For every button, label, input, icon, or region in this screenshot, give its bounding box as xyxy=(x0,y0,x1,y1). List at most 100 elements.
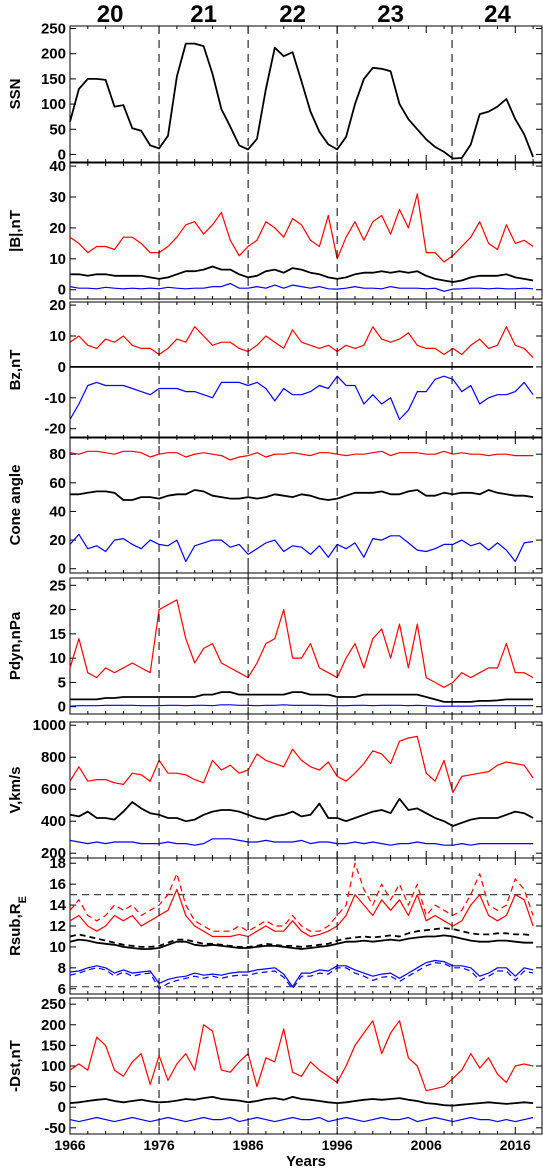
y-tick-label: -20 xyxy=(44,421,66,438)
panel-5: 0 5 10 15 20 25 Pdyn,nPa xyxy=(7,577,543,716)
y-axis-label-text: Cone angle xyxy=(7,465,24,546)
panel-frame xyxy=(69,25,543,163)
y-tick-label: 0 xyxy=(58,1099,66,1116)
series-line-min-solid xyxy=(69,959,534,988)
y-axis-label: SSN xyxy=(7,79,24,110)
y-axis-label: Rsub,RE xyxy=(7,896,29,956)
panel-3: -20 -10 0 10 20 Bz,nT xyxy=(7,297,543,439)
y-tick-label: 12 xyxy=(49,918,66,935)
y-tick-label: 0 xyxy=(58,282,66,299)
series-line-mean xyxy=(69,42,534,160)
series-line-min-dashed xyxy=(69,961,534,990)
y-tick-label: 600 xyxy=(41,781,66,798)
series-line-mean xyxy=(70,489,534,501)
y-tick-label: 50 xyxy=(49,121,66,138)
y-tick-label: 200 xyxy=(41,845,66,862)
y-tick-label: 40 xyxy=(49,158,66,175)
cycle-label: 22 xyxy=(279,1,306,28)
panel-frame xyxy=(69,162,543,300)
panel-frame xyxy=(69,721,543,859)
y-tick-label: 80 xyxy=(49,446,66,463)
panel-8: -50 0 50 100 150 200 250 -Dst,nT xyxy=(7,996,543,1137)
y-tick-label: -50 xyxy=(44,1120,66,1137)
series-line-max-solid xyxy=(69,888,534,938)
y-axis-label-subscript: E xyxy=(17,896,29,903)
x-tick-label: 1966 xyxy=(54,1137,85,1153)
y-tick-label: 10 xyxy=(49,650,66,667)
y-tick-label: 10 xyxy=(49,251,66,268)
series-line-max xyxy=(69,450,534,461)
y-tick-label: 20 xyxy=(49,297,66,314)
series-line-min xyxy=(69,838,534,846)
panel-frame xyxy=(69,436,543,574)
y-tick-label: 200 xyxy=(41,1017,66,1034)
y-tick-label: 250 xyxy=(41,996,66,1013)
y-tick-label: 200 xyxy=(41,46,66,63)
y-tick-label: 14 xyxy=(49,897,66,914)
x-axis: 1966 1976 1986 1996 2006 2016 xyxy=(54,1137,531,1153)
panel-2: 0 10 20 30 40 |B|,nT xyxy=(7,158,543,300)
y-axis-label: -Dst,nT xyxy=(7,1040,24,1092)
y-tick-label: 18 xyxy=(49,855,66,872)
panel-6: 200 400 600 800 1000 V,km/s xyxy=(7,717,543,862)
chart-panels: 050100150200250SSN010203040|B|,nT-20-100… xyxy=(7,21,543,1137)
y-tick-label: 400 xyxy=(41,813,66,830)
y-tick-label: 0 xyxy=(58,146,66,163)
y-tick-label: 250 xyxy=(41,21,66,38)
series-line-min xyxy=(69,282,534,292)
series-line-min xyxy=(69,375,534,421)
cycle-labels: 20 21 22 23 24 xyxy=(97,1,512,28)
panel-1: 0 50 100 150 200 250 SSN xyxy=(7,21,543,163)
series-line-min xyxy=(69,1116,534,1123)
y-tick-label: 60 xyxy=(49,475,66,492)
y-tick-label: 10 xyxy=(49,939,66,956)
y-tick-label: 1000 xyxy=(33,717,66,734)
y-tick-label: 100 xyxy=(41,96,66,113)
y-tick-label: 0 xyxy=(58,359,66,376)
panel-frame xyxy=(69,577,543,715)
cycle-label: 23 xyxy=(377,1,404,28)
y-tick-label: 8 xyxy=(58,960,66,977)
panel-frame xyxy=(69,997,543,1135)
y-tick-label: 20 xyxy=(49,532,66,549)
x-tick-label: 1996 xyxy=(322,1137,353,1153)
x-tick-label: 2016 xyxy=(500,1137,531,1153)
series-line-max xyxy=(69,599,534,688)
series-line-mean-solid xyxy=(69,934,534,950)
series-line-mean-dashed xyxy=(69,927,534,948)
y-axis-label-text: Rsub,R xyxy=(7,903,24,956)
y-axis-label-text: V,km/s xyxy=(7,767,24,814)
y-axis-label: Cone angle xyxy=(7,465,24,546)
series-line-mean xyxy=(70,265,534,283)
cycle-boundary-lines xyxy=(158,26,453,1134)
y-axis-label-text: Bz,nT xyxy=(7,350,24,391)
y-axis-label-text: |B|,nT xyxy=(7,210,24,252)
series-line-min xyxy=(69,704,534,707)
x-tick-label: 1986 xyxy=(233,1137,264,1153)
y-tick-label: 100 xyxy=(41,1058,66,1075)
y-axis-label: Pdyn,nPa xyxy=(7,611,24,680)
y-tick-label: 40 xyxy=(49,503,66,520)
series-line-max xyxy=(69,326,534,359)
cycle-label: 24 xyxy=(484,1,511,28)
y-axis-label-text: Pdyn,nPa xyxy=(7,611,24,680)
y-tick-label: 20 xyxy=(49,220,66,237)
series-line-min xyxy=(69,533,534,563)
y-tick-label: 0 xyxy=(58,561,66,578)
y-axis-label: V,km/s xyxy=(7,767,24,814)
y-tick-label: -10 xyxy=(44,390,66,407)
series-line-mean xyxy=(70,691,534,703)
y-tick-label: 15 xyxy=(49,626,66,643)
y-axis-label: Bz,nT xyxy=(7,350,24,391)
y-axis-label: |B|,nT xyxy=(7,210,24,252)
y-tick-label: 50 xyxy=(49,1079,66,1096)
y-tick-label: 30 xyxy=(49,189,66,206)
y-tick-label: 6 xyxy=(58,981,66,998)
cycle-label: 21 xyxy=(190,1,217,28)
y-axis-label-text: SSN xyxy=(7,79,24,110)
x-tick-label: 2006 xyxy=(411,1137,442,1153)
series-line-max xyxy=(69,735,534,794)
panel-7: 6 8 10 12 14 16 18 Rsub,RE xyxy=(7,855,543,998)
series-line-mean xyxy=(69,797,534,827)
y-tick-label: 0 xyxy=(58,699,66,716)
